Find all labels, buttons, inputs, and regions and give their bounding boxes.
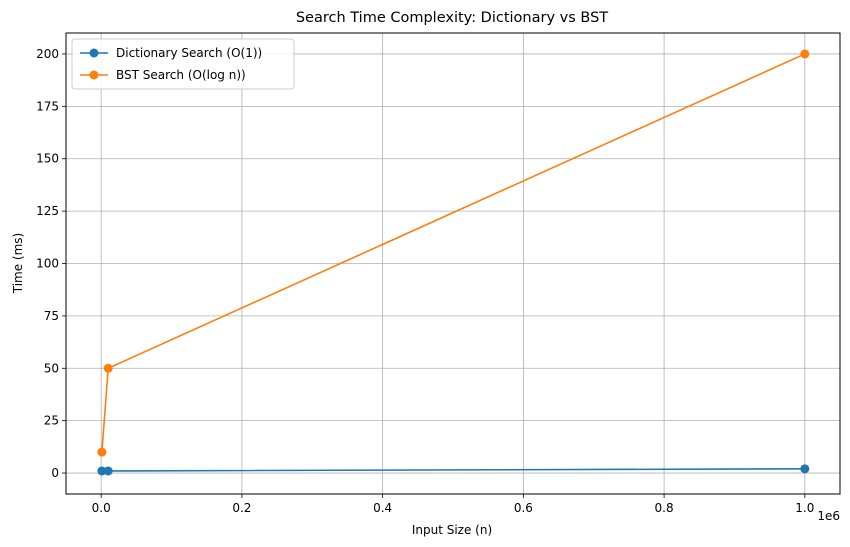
y-tick-label: 75 (44, 309, 59, 323)
legend-box (71, 38, 295, 90)
x-tick-label: 0.2 (232, 501, 251, 515)
x-tick-label: 0.8 (655, 501, 674, 515)
legend-label: BST Search (O(log n)) (116, 68, 246, 82)
x-tick-label: 1.0 (795, 501, 814, 515)
y-tick-label: 175 (36, 99, 59, 113)
legend-marker (89, 70, 99, 80)
y-tick-label: 25 (44, 414, 59, 428)
legend: Dictionary Search (O(1)) BST Search (O(lo… (71, 38, 295, 90)
data-point (800, 464, 810, 474)
data-point (800, 49, 810, 59)
y-tick-label: 100 (36, 257, 59, 271)
data-point (103, 363, 113, 373)
legend-label: Dictionary Search (O(1)) (116, 46, 262, 60)
data-point (103, 466, 113, 476)
legend-item: Dictionary Search (O(1)) (80, 46, 262, 60)
chart-title: Search Time Complexity: Dictionary vs BS… (296, 10, 608, 26)
y-tick-label: 50 (44, 361, 59, 375)
y-axis-label: Time (ms) (11, 233, 25, 295)
x-tick-label: 0.4 (373, 501, 392, 515)
x-axis-offset-label: 1e6 (817, 509, 840, 523)
data-point (97, 466, 107, 476)
x-axis-label: Input Size (n) (412, 523, 492, 537)
y-tick-label: 0 (51, 466, 59, 480)
legend-item: BST Search (O(log n)) (80, 68, 246, 82)
series-layer (97, 49, 810, 476)
grid (66, 33, 840, 494)
x-tick-label: 0.0 (92, 501, 111, 515)
series-0 (97, 464, 810, 476)
data-point (97, 447, 107, 457)
y-tick-label: 150 (36, 152, 59, 166)
x-tick-label: 0.6 (514, 501, 533, 515)
y-tick-label: 200 (36, 47, 59, 61)
y-tick-label: 125 (36, 204, 59, 218)
axes-ticks: 0.0 0.2 0.4 0.6 0.8 1.0 0 25 50 75 100 125 150 175 200 (36, 47, 814, 515)
legend-marker (89, 48, 99, 58)
series-1 (97, 49, 810, 457)
